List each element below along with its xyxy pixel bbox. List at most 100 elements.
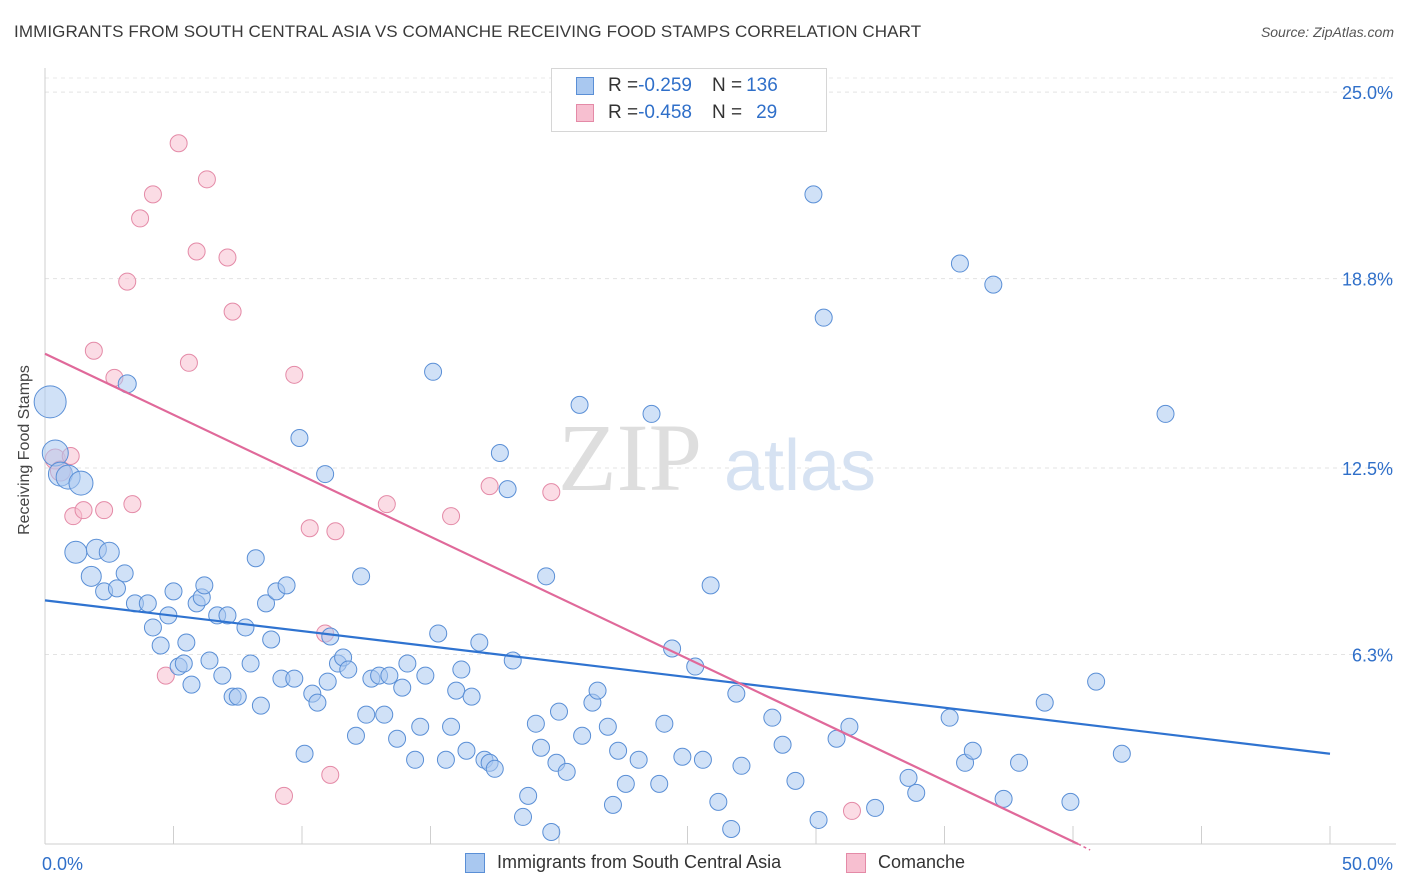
- south-central-asia-points: [33, 185, 1175, 841]
- south-central-asia-point: [722, 819, 741, 838]
- comanche-point: [842, 801, 861, 820]
- legend-row-south-central-asia: R = -0.259 N = 136: [576, 74, 778, 98]
- south-central-asia-point: [950, 254, 969, 273]
- comanche-point: [442, 507, 461, 526]
- south-central-asia-point: [164, 582, 183, 601]
- comanche-point: [118, 272, 137, 291]
- south-central-asia-point: [429, 624, 448, 643]
- trend-lines: [44, 352, 1331, 851]
- south-central-asia-point: [352, 567, 371, 586]
- comanche-point: [326, 522, 345, 541]
- comanche-point: [542, 483, 561, 502]
- y-tick-label: 25.0%: [1342, 83, 1393, 103]
- comanche-point: [179, 353, 198, 372]
- south-central-asia-point: [773, 735, 792, 754]
- y-tick-label: 6.3%: [1352, 646, 1393, 666]
- south-central-asia-point: [1087, 672, 1106, 691]
- south-central-asia-point: [709, 792, 728, 811]
- legend-row-comanche: R = -0.458 N = 29: [576, 101, 777, 125]
- south-central-asia-point: [616, 774, 635, 793]
- south-central-asia-point: [416, 666, 435, 685]
- south-central-asia-point: [424, 362, 443, 381]
- south-central-asia-point: [557, 762, 576, 781]
- south-central-asia-point: [393, 678, 412, 697]
- bottom-legend-item-comanche: Comanche: [846, 852, 965, 873]
- comanche-point: [169, 134, 188, 153]
- south-central-asia-point: [411, 717, 430, 736]
- south-central-asia-point: [98, 541, 120, 563]
- south-central-asia-point: [262, 630, 281, 649]
- south-central-asia-point: [277, 576, 296, 595]
- comanche-point: [187, 242, 206, 261]
- south-central-asia-point: [41, 439, 69, 467]
- south-central-asia-point: [321, 627, 340, 646]
- y-axis-label: Receiving Food Stamps: [16, 365, 33, 535]
- south-central-asia-point: [814, 308, 833, 327]
- bottom-legend-swatch-blue: [465, 852, 485, 873]
- watermark-zip: ZIP: [558, 404, 702, 511]
- south-central-asia-point: [866, 798, 885, 817]
- south-central-asia-point: [380, 666, 399, 685]
- south-central-asia-point: [68, 470, 94, 496]
- comanche-point: [300, 519, 319, 538]
- legend-box: R = -0.259 N = 136 R = -0.458 N = 29: [551, 68, 827, 132]
- south-central-asia-point: [174, 654, 193, 673]
- watermark-atlas: atlas: [724, 426, 876, 506]
- south-central-asia-point: [213, 666, 232, 685]
- south-central-asia-point: [1061, 792, 1080, 811]
- south-central-asia-point: [519, 786, 538, 805]
- south-central-asia-point: [447, 681, 466, 700]
- comanche-point: [321, 765, 340, 784]
- south-central-asia-point: [228, 687, 247, 706]
- comanche-point: [84, 341, 103, 360]
- south-central-asia-point: [177, 633, 196, 652]
- south-central-asia-point: [603, 795, 622, 814]
- south-central-asia-point: [701, 576, 720, 595]
- comanche-point: [156, 666, 175, 685]
- south-central-asia-point: [642, 404, 661, 423]
- south-central-asia-point: [984, 275, 1003, 294]
- south-central-asia-point: [462, 687, 481, 706]
- south-central-asia-point: [107, 579, 126, 598]
- south-central-asia-point: [442, 717, 461, 736]
- south-central-asia-point: [804, 185, 823, 204]
- south-central-asia-point: [809, 810, 828, 829]
- source-label: Source: ZipAtlas.com: [1260, 24, 1394, 40]
- south-central-asia-point: [470, 633, 489, 652]
- south-central-asia-point: [246, 549, 265, 568]
- south-central-asia-point: [907, 783, 926, 802]
- legend-n-label: N =: [711, 75, 743, 96]
- comanche-point: [95, 501, 114, 520]
- comanche-point: [223, 302, 242, 321]
- south-central-asia-point: [151, 636, 170, 655]
- south-central-asia-point: [1035, 693, 1054, 712]
- x-tick-label: 50.0%: [1342, 854, 1393, 874]
- south-central-asia-point: [570, 395, 589, 414]
- south-central-asia-point: [138, 594, 157, 613]
- bottom-legend-label: Immigrants from South Central Asia: [497, 852, 782, 872]
- axis-layer: [44, 68, 1396, 845]
- south-central-asia-point: [295, 744, 314, 763]
- y-axis-label-wrap: Receiving Food Stamps: [10, 300, 40, 600]
- south-central-asia-point: [64, 540, 88, 564]
- south-central-asia-point: [514, 807, 533, 826]
- south-central-asia-point: [609, 741, 628, 760]
- south-central-asia-point: [436, 750, 455, 769]
- y-tick-label: 18.8%: [1342, 270, 1393, 290]
- comanche-trend-extension: [1077, 843, 1091, 851]
- south-central-asia-point: [346, 726, 365, 745]
- comanche-point: [131, 209, 150, 228]
- south-central-asia-point: [80, 565, 102, 587]
- legend-r-value: -0.259: [638, 75, 692, 96]
- south-central-asia-point: [629, 750, 648, 769]
- south-central-asia-point: [940, 708, 959, 727]
- comanche-point: [285, 365, 304, 384]
- south-central-asia-point: [115, 564, 134, 583]
- south-central-asia-point: [542, 822, 561, 841]
- legend-n-value: 29: [756, 102, 778, 123]
- south-central-asia-point: [398, 654, 417, 673]
- south-central-asia-point: [318, 672, 337, 691]
- south-central-asia-point: [457, 741, 476, 760]
- south-central-asia-point: [727, 684, 746, 703]
